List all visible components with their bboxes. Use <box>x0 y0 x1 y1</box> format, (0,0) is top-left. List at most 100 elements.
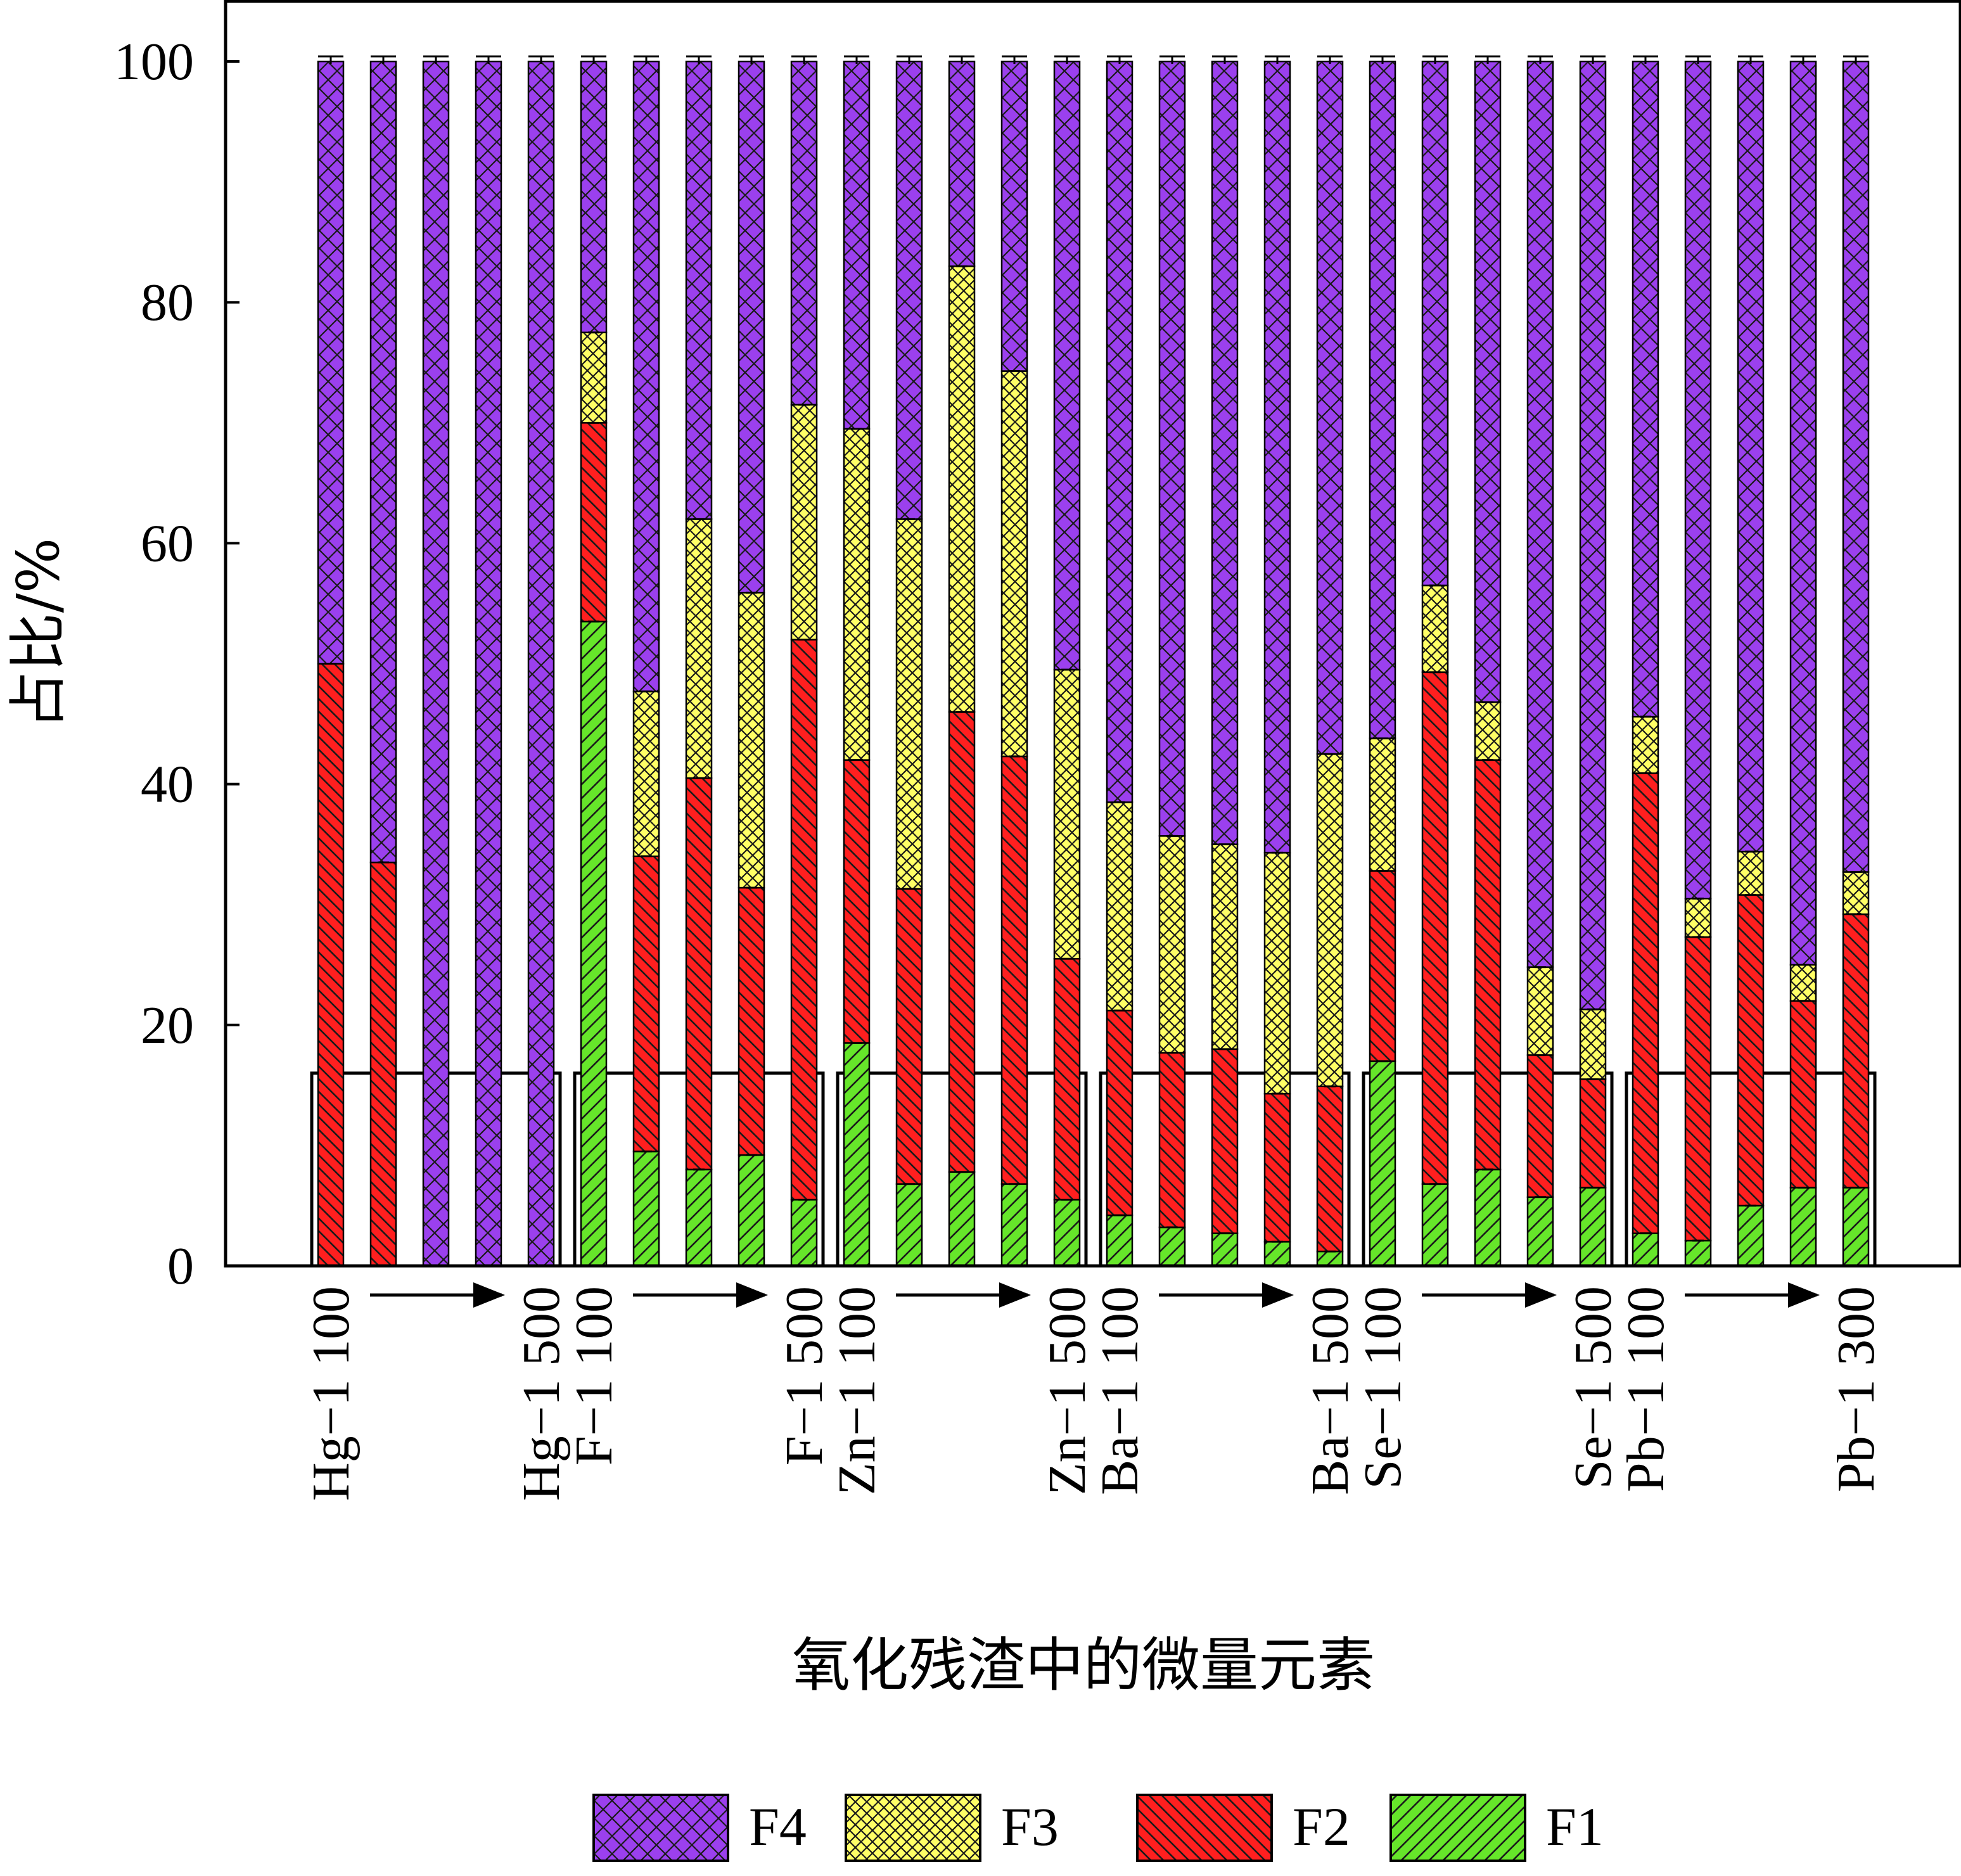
bar-segment-f1 <box>632 1151 660 1267</box>
error-bars <box>318 55 1868 1253</box>
legend-label: F2 <box>1293 1796 1350 1857</box>
bar-segment-f1 <box>580 620 608 1267</box>
bar-segment-f1 <box>843 1042 871 1267</box>
bar-segment-f3 <box>1158 835 1186 1054</box>
bar-segment-f4 <box>1737 60 1765 853</box>
bar-segment-f4 <box>1789 60 1817 966</box>
y-axis: 0 20 40 60 80 100 <box>114 32 240 1296</box>
bar-segment-f3 <box>1789 964 1817 1002</box>
group-end-label: Ba−1 500 <box>1301 1286 1360 1495</box>
legend: F4 F3 F2 F1 <box>592 1794 1604 1862</box>
bar-segment-f4 <box>1158 60 1186 837</box>
bar-stack <box>1158 60 1186 1267</box>
bar-segment-f3 <box>1526 966 1554 1056</box>
legend-item-f2: F2 <box>1136 1794 1350 1862</box>
group-start-label: Pb−1 100 <box>1616 1286 1675 1492</box>
bar-segment-f1 <box>1369 1060 1396 1267</box>
bar-segment-f2 <box>1421 671 1449 1185</box>
bar-stack <box>1053 60 1081 1267</box>
group-end-label: Zn−1 500 <box>1038 1286 1097 1495</box>
group-end-label: Hg−1 500 <box>512 1286 571 1501</box>
bar-segment-f1 <box>1421 1183 1449 1267</box>
bar-segment-f2 <box>1053 958 1081 1201</box>
bar-stack <box>1579 60 1607 1267</box>
bar-segment-f3 <box>1474 701 1502 761</box>
group-start-label: Zn−1 100 <box>827 1286 886 1495</box>
y-tick-label: 80 <box>141 273 194 332</box>
bar-segment-f1 <box>1632 1232 1659 1267</box>
bar-stack <box>1474 60 1502 1267</box>
bar-segment-f2 <box>948 711 976 1173</box>
bar-segment-f3 <box>685 518 713 779</box>
legend-label: F3 <box>1001 1796 1059 1857</box>
bars <box>317 60 1870 1267</box>
bar-stack <box>527 60 555 1267</box>
y-tick-label: 0 <box>167 1237 194 1296</box>
bar-segment-f4 <box>422 60 450 1267</box>
bar-segment-f2 <box>1158 1052 1186 1228</box>
legend-item-f3: F3 <box>845 1794 1059 1862</box>
plot-frame <box>224 0 1961 1268</box>
bar-segment-f2 <box>1000 755 1028 1185</box>
bar-stack <box>632 60 660 1267</box>
bar-stack <box>1263 60 1291 1267</box>
y-axis-title: 占比/% <box>4 538 72 729</box>
y-tick-label: 20 <box>141 996 194 1055</box>
bar-segment-f3 <box>1106 801 1134 1012</box>
bar-segment-f4 <box>1684 60 1712 900</box>
bar-segment-f3 <box>790 404 818 641</box>
bar-segment-f4 <box>843 60 871 430</box>
bar-segment-f2 <box>1632 772 1659 1234</box>
bar-segment-f2 <box>1316 1085 1344 1253</box>
bar-segment-f2 <box>1106 1009 1134 1216</box>
bar-segment-f2 <box>1579 1078 1607 1189</box>
bar-stack <box>685 60 713 1267</box>
bar-stack <box>475 60 502 1267</box>
y-tick-label: 40 <box>141 755 194 814</box>
bar-stack <box>843 60 871 1267</box>
bar-segment-f3 <box>1684 897 1712 938</box>
bar-segment-f1 <box>738 1154 765 1267</box>
bar-segment-f2 <box>1211 1048 1239 1234</box>
group-start-label: Ba−1 100 <box>1090 1286 1149 1495</box>
bar-segment-f2 <box>1474 759 1502 1171</box>
bar-segment-f4 <box>1106 60 1134 803</box>
group-end-label: Se−1 500 <box>1564 1286 1623 1489</box>
bar-segment-f2 <box>738 886 765 1156</box>
bar-segment-f2 <box>1684 936 1712 1242</box>
bar-segment-f2 <box>1842 913 1870 1189</box>
bar-stack <box>422 60 450 1267</box>
bar-segment-f4 <box>1632 60 1659 718</box>
bar-segment-f4 <box>580 60 608 334</box>
bar-segment-f4 <box>790 60 818 406</box>
bar-segment-f2 <box>580 422 608 623</box>
bar-segment-f3 <box>1421 584 1449 673</box>
y-tick-label: 60 <box>141 514 194 573</box>
group-end-label: Pb−1 300 <box>1827 1286 1886 1492</box>
bar-segment-f3 <box>580 331 608 424</box>
bar-stack <box>580 60 608 1267</box>
bar-segment-f4 <box>632 60 660 692</box>
bar-segment-f2 <box>1737 894 1765 1207</box>
bar-segment-f4 <box>685 60 713 520</box>
y-tick-label: 100 <box>114 32 194 91</box>
bar-segment-f1 <box>1211 1232 1239 1267</box>
bar-segment-f4 <box>475 60 502 1267</box>
bar-stack <box>895 60 923 1267</box>
bar-segment-f1 <box>1842 1187 1870 1267</box>
bar-segment-f1 <box>685 1168 713 1267</box>
bar-segment-f1 <box>1158 1226 1186 1267</box>
bar-segment-f3 <box>1000 370 1028 758</box>
bar-segment-f4 <box>1474 60 1502 703</box>
bar-segment-f2 <box>790 639 818 1201</box>
bar-segment-f4 <box>1579 60 1607 1011</box>
bar-segment-f4 <box>1421 60 1449 587</box>
bar-segment-f1 <box>790 1199 818 1267</box>
bar-segment-f3 <box>1842 871 1870 916</box>
group-end-label: F−1 500 <box>775 1286 834 1465</box>
bar-stack <box>1526 60 1554 1267</box>
bar-stack <box>1316 60 1344 1267</box>
bar-segment-f3 <box>1579 1008 1607 1080</box>
bar-segment-f4 <box>1211 60 1239 845</box>
